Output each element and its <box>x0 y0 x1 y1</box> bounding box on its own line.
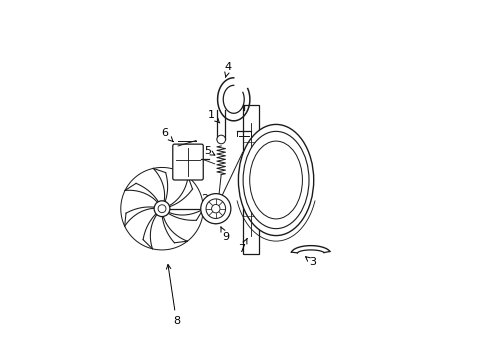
FancyBboxPatch shape <box>242 105 259 253</box>
Text: 3: 3 <box>305 257 315 267</box>
Circle shape <box>211 204 220 213</box>
Text: 1: 1 <box>207 110 219 123</box>
Text: 6: 6 <box>161 129 173 142</box>
Ellipse shape <box>238 125 313 235</box>
Circle shape <box>158 205 165 213</box>
Circle shape <box>154 201 169 217</box>
Text: 2: 2 <box>201 194 213 204</box>
Ellipse shape <box>249 141 302 219</box>
Text: 9: 9 <box>221 227 229 242</box>
Text: 8: 8 <box>166 265 180 325</box>
Text: 4: 4 <box>224 62 231 77</box>
Ellipse shape <box>243 131 308 229</box>
Text: 5: 5 <box>204 146 214 156</box>
Circle shape <box>201 194 230 224</box>
Circle shape <box>217 135 225 144</box>
FancyBboxPatch shape <box>172 144 203 180</box>
Circle shape <box>205 199 225 219</box>
Text: 7: 7 <box>238 239 246 254</box>
